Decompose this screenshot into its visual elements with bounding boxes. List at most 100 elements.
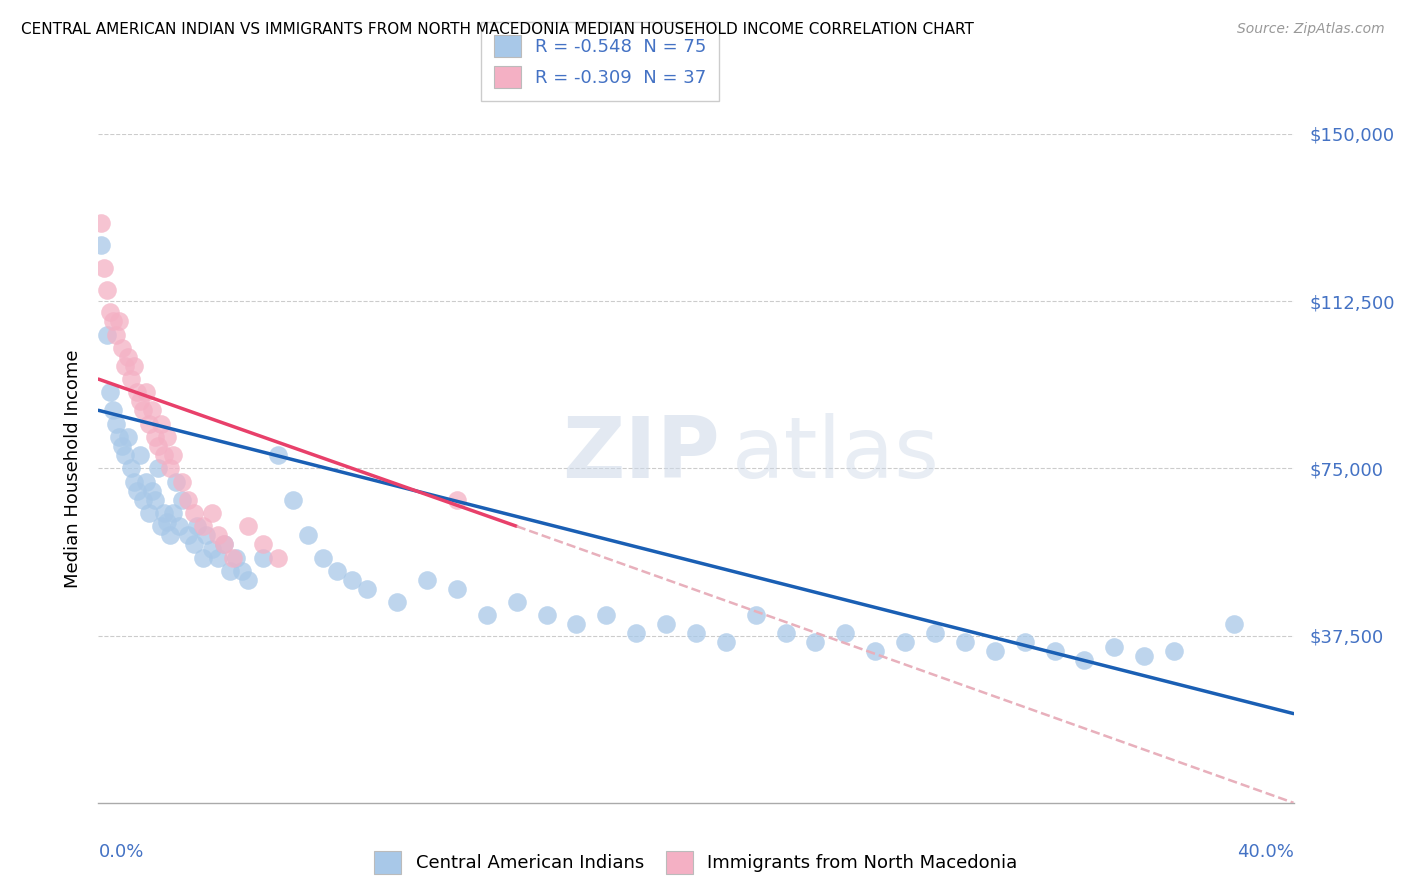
Point <box>446 492 468 507</box>
Point <box>103 314 125 328</box>
Point <box>105 417 128 431</box>
Point <box>114 359 136 373</box>
Point <box>212 537 235 551</box>
Point <box>138 417 160 431</box>
Point <box>252 537 274 551</box>
Point <box>165 475 187 489</box>
Point <box>135 385 157 400</box>
Point <box>953 635 976 649</box>
Point <box>124 475 146 489</box>
Point <box>446 582 468 596</box>
Point <box>143 492 166 507</box>
Point <box>120 461 142 475</box>
Point <box>148 461 170 475</box>
Point <box>156 515 179 529</box>
Point <box>108 314 131 328</box>
Point <box>177 492 200 507</box>
Point <box>132 403 155 417</box>
Point <box>177 528 200 542</box>
Point <box>156 430 179 444</box>
Point <box>108 430 131 444</box>
Point <box>745 608 768 623</box>
Point <box>132 492 155 507</box>
Text: Source: ZipAtlas.com: Source: ZipAtlas.com <box>1237 22 1385 37</box>
Point <box>111 439 134 453</box>
Text: CENTRAL AMERICAN INDIAN VS IMMIGRANTS FROM NORTH MACEDONIA MEDIAN HOUSEHOLD INCO: CENTRAL AMERICAN INDIAN VS IMMIGRANTS FR… <box>21 22 974 37</box>
Point <box>183 506 205 520</box>
Point <box>281 492 304 507</box>
Point <box>685 626 707 640</box>
Point <box>1073 653 1095 667</box>
Point <box>983 644 1005 658</box>
Point <box>117 430 139 444</box>
Legend: Central American Indians, Immigrants from North Macedonia: Central American Indians, Immigrants fro… <box>367 844 1025 880</box>
Point <box>153 506 176 520</box>
Text: 0.0%: 0.0% <box>98 843 143 861</box>
Point <box>148 439 170 453</box>
Point <box>1014 635 1036 649</box>
Point <box>326 564 349 578</box>
Point <box>655 617 678 632</box>
Text: atlas: atlas <box>733 413 939 497</box>
Point <box>159 528 181 542</box>
Point <box>222 550 245 565</box>
Point <box>162 506 184 520</box>
Point <box>150 417 173 431</box>
Point <box>96 283 118 297</box>
Point <box>153 448 176 462</box>
Point <box>1223 617 1246 632</box>
Point <box>219 564 242 578</box>
Point <box>96 327 118 342</box>
Point <box>127 385 149 400</box>
Point <box>172 475 194 489</box>
Point <box>267 550 290 565</box>
Point <box>775 626 797 640</box>
Point <box>475 608 498 623</box>
Point <box>111 341 134 355</box>
Point <box>117 350 139 364</box>
Point <box>194 528 218 542</box>
Point <box>236 519 259 533</box>
Point <box>1043 644 1066 658</box>
Point <box>103 403 125 417</box>
Point <box>231 564 253 578</box>
Point <box>865 644 887 658</box>
Point <box>172 492 194 507</box>
Point <box>804 635 827 649</box>
Point <box>924 626 946 640</box>
Point <box>212 537 235 551</box>
Text: 40.0%: 40.0% <box>1237 843 1294 861</box>
Point <box>342 573 364 587</box>
Point <box>1163 644 1185 658</box>
Point <box>138 506 160 520</box>
Point <box>90 216 112 230</box>
Text: ZIP: ZIP <box>562 413 720 497</box>
Point <box>1133 648 1156 663</box>
Point <box>236 573 259 587</box>
Point <box>297 528 319 542</box>
Point <box>141 483 163 498</box>
Point <box>191 550 214 565</box>
Point <box>114 448 136 462</box>
Point <box>565 617 588 632</box>
Point <box>191 519 214 533</box>
Point <box>162 448 184 462</box>
Point <box>120 372 142 386</box>
Point <box>252 550 274 565</box>
Point <box>714 635 737 649</box>
Point <box>143 430 166 444</box>
Point <box>90 238 112 252</box>
Point <box>183 537 205 551</box>
Point <box>167 519 190 533</box>
Point <box>186 519 208 533</box>
Point <box>834 626 856 640</box>
Point <box>98 385 122 400</box>
Point <box>201 541 224 556</box>
Point <box>506 595 529 609</box>
Point <box>894 635 917 649</box>
Point <box>129 394 152 409</box>
Point <box>135 475 157 489</box>
Point <box>356 582 378 596</box>
Point <box>416 573 439 587</box>
Point <box>207 528 229 542</box>
